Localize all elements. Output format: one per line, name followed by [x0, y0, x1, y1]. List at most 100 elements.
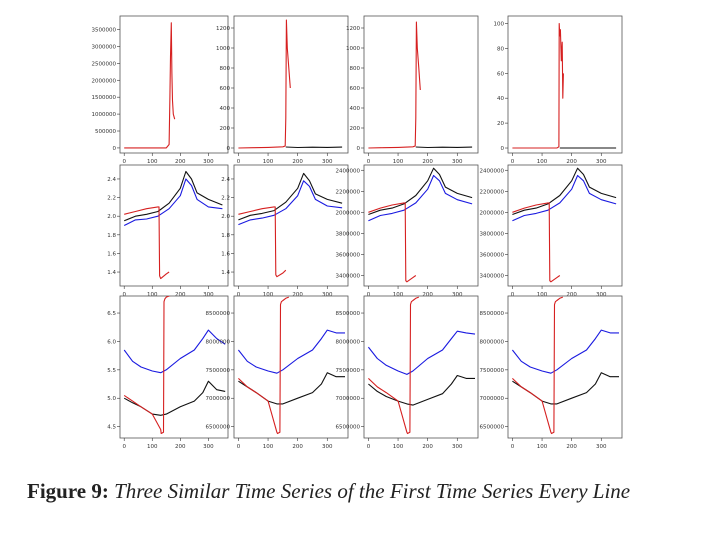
- x-tick-label: 0: [122, 292, 126, 298]
- series-line-red: [368, 202, 417, 283]
- axes-frame: [363, 15, 479, 154]
- series-line-blue: [511, 329, 619, 374]
- y-tick-label: 2400000: [336, 168, 361, 174]
- x-tick-label: 0: [511, 159, 515, 165]
- y-tick-label: 6500000: [480, 425, 505, 431]
- x-tick-label: 0: [122, 159, 126, 165]
- x-tick-label: 0: [367, 159, 371, 165]
- x-tick-label: 200: [292, 444, 303, 450]
- y-tick-label: 2.0: [107, 214, 116, 220]
- y-tick-label: 6.5: [107, 311, 116, 317]
- y-tick-label: 1000: [346, 46, 360, 52]
- y-tick-label: 3400000: [480, 273, 505, 279]
- x-tick-label: 100: [537, 292, 548, 298]
- y-tick-label: 80: [497, 46, 504, 52]
- y-tick-label: 8500000: [206, 311, 231, 317]
- x-tick-label: 100: [537, 159, 548, 165]
- y-tick-label: 1000: [216, 46, 230, 52]
- series-line-black: [368, 167, 473, 216]
- series-line-red: [238, 206, 287, 278]
- y-tick-label: 6.0: [107, 339, 116, 345]
- subplot-r2-c1: 1.4 1.6 1.8 2.0 2.2 2.4 0 100 200 300: [107, 164, 229, 298]
- y-tick-label: 2.4: [107, 177, 116, 183]
- series-line-blue: [368, 174, 473, 222]
- series-line-black: [123, 170, 223, 222]
- x-tick-label: 300: [203, 444, 214, 450]
- y-tick-label: 2500000: [92, 61, 117, 67]
- y-tick-label: 0: [113, 146, 117, 152]
- x-tick-label: 0: [511, 444, 515, 450]
- subplot-r3-c4: 6500000 7000000 7500000 8000000 8500000 0 100 2…: [480, 295, 623, 450]
- x-tick-label: 300: [322, 292, 333, 298]
- series-line-blue: [123, 329, 226, 374]
- x-tick-label: 100: [263, 292, 274, 298]
- x-tick-label: 300: [322, 444, 333, 450]
- y-tick-label: 1500000: [92, 95, 117, 101]
- y-tick-label: 8000000: [480, 339, 505, 345]
- subplot-r1-c4: 0 20 40 60 80 100 0 100 200 300: [494, 15, 623, 165]
- y-tick-label: 600: [350, 86, 361, 92]
- x-tick-label: 100: [393, 444, 404, 450]
- x-tick-label: 100: [147, 292, 158, 298]
- x-tick-label: 200: [566, 159, 577, 165]
- series-line-black: [285, 146, 343, 149]
- x-tick-label: 0: [237, 292, 241, 298]
- series-line-red: [124, 22, 176, 149]
- y-tick-label: 6500000: [206, 425, 231, 431]
- y-tick-label: 1200: [346, 26, 360, 32]
- series-line-blue: [367, 330, 476, 375]
- y-tick-label: 1.6: [107, 251, 116, 257]
- y-tick-label: 0: [357, 146, 361, 152]
- series-line-red: [512, 22, 564, 149]
- y-tick-label: 3000000: [92, 44, 117, 50]
- x-tick-label: 300: [596, 444, 607, 450]
- subplot-r1-c3: 0 200 400 600 800 1000 1200 0 100 200 300: [346, 15, 479, 165]
- series-line-black: [512, 167, 617, 216]
- axes-frame: [119, 295, 229, 439]
- y-tick-label: 7500000: [206, 368, 231, 374]
- x-tick-label: 200: [175, 159, 186, 165]
- y-tick-label: 7000000: [480, 396, 505, 402]
- y-tick-label: 1200: [216, 26, 230, 32]
- series-line-blue: [512, 174, 617, 222]
- series-line-red: [368, 296, 420, 435]
- y-tick-label: 20: [497, 121, 504, 127]
- y-tick-label: 500000: [95, 129, 116, 135]
- x-tick-label: 0: [237, 444, 241, 450]
- y-tick-label: 2.0: [221, 214, 230, 220]
- subplot-r3-c3: 6500000 7000000 7500000 8000000 8500000 0 100 2…: [336, 295, 479, 450]
- x-tick-label: 300: [203, 292, 214, 298]
- y-tick-label: 2.4: [221, 177, 230, 183]
- x-tick-label: 300: [596, 159, 607, 165]
- series-line-red: [238, 19, 291, 149]
- y-tick-label: 2.2: [221, 196, 230, 202]
- y-tick-label: 2.2: [107, 196, 116, 202]
- y-tick-label: 3400000: [336, 273, 361, 279]
- subplot-r2-c2: 1.4 1.6 1.8 2.0 2.2 2.4 0 100 200 300: [221, 164, 349, 298]
- y-tick-label: 0: [501, 146, 505, 152]
- axes-frame: [507, 295, 623, 439]
- caption-text: Three Similar Time Series of the First T…: [114, 479, 631, 503]
- x-tick-label: 200: [422, 159, 433, 165]
- y-tick-label: 6500000: [336, 425, 361, 431]
- x-tick-label: 100: [393, 159, 404, 165]
- y-tick-label: 1000000: [92, 112, 117, 118]
- y-tick-label: 3600000: [480, 252, 505, 258]
- x-tick-label: 300: [452, 159, 463, 165]
- x-tick-label: 0: [367, 444, 371, 450]
- x-tick-label: 200: [422, 292, 433, 298]
- y-tick-label: 3600000: [336, 252, 361, 258]
- y-tick-label: 2200000: [336, 189, 361, 195]
- x-tick-label: 200: [175, 292, 186, 298]
- x-tick-label: 100: [147, 444, 158, 450]
- y-tick-label: 7000000: [206, 396, 231, 402]
- y-tick-label: 7000000: [336, 396, 361, 402]
- x-tick-label: 100: [537, 444, 548, 450]
- x-tick-label: 0: [511, 292, 515, 298]
- subplot-r3-c2: 6500000 7000000 7500000 8000000 8500000 0 100 2…: [206, 295, 349, 450]
- series-line-red: [238, 296, 290, 435]
- figure-caption: Figure 9: Three Similar Time Series of t…: [27, 476, 687, 506]
- y-tick-label: 400: [350, 106, 361, 112]
- y-tick-label: 400: [220, 106, 231, 112]
- x-tick-label: 300: [452, 444, 463, 450]
